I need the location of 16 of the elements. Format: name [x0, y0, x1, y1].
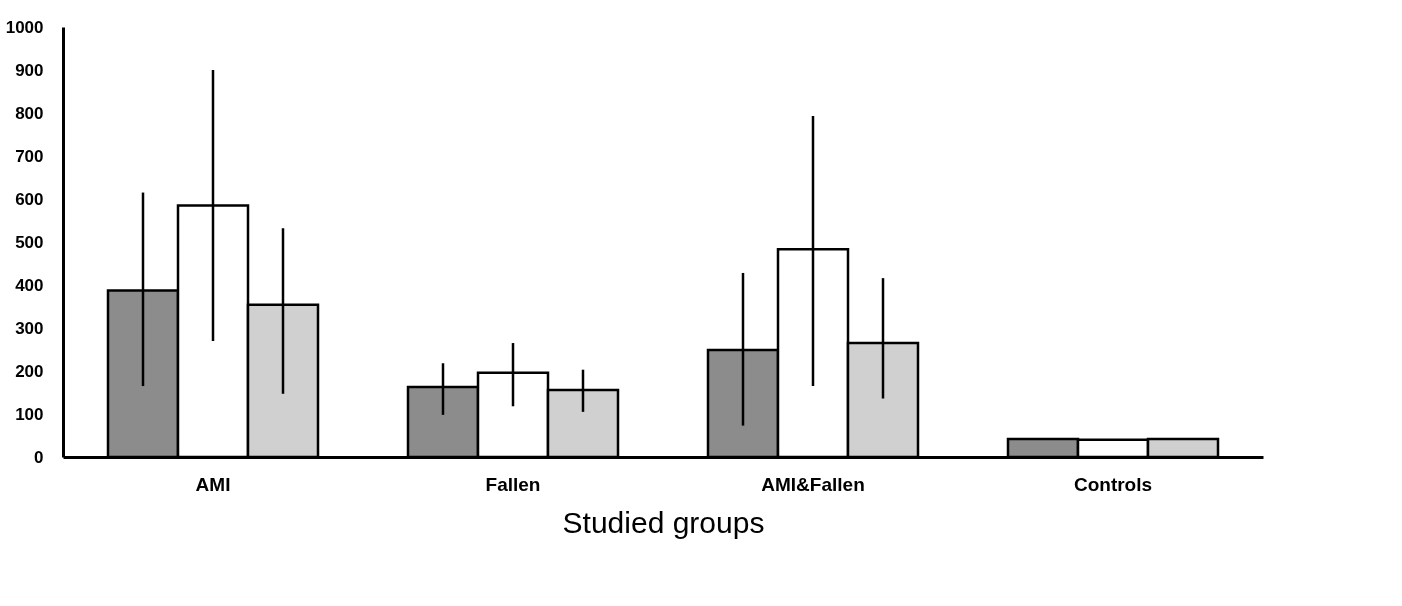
y-tick-label: 1000: [5, 17, 44, 37]
y-tick-label: 500: [15, 232, 44, 252]
y-tick-label: 300: [15, 318, 44, 338]
x-tick-label: Fallen: [485, 473, 541, 495]
y-tick-label: 800: [15, 103, 44, 123]
y-tick-label: 400: [15, 275, 44, 295]
y-tick-label: 700: [15, 146, 44, 166]
y-tick-label: 600: [15, 189, 44, 209]
y-tick-label: 200: [15, 361, 44, 381]
x-axis-title: Studied groups: [562, 505, 765, 539]
x-tick-label: Controls: [1073, 473, 1153, 495]
y-tick-label: 100: [15, 404, 44, 424]
y-tick-label: 0: [34, 447, 44, 467]
x-tick-label: AMI&Fallen: [761, 473, 865, 495]
x-tick-label: AMI: [195, 473, 231, 495]
y-tick-label: 900: [15, 60, 44, 80]
